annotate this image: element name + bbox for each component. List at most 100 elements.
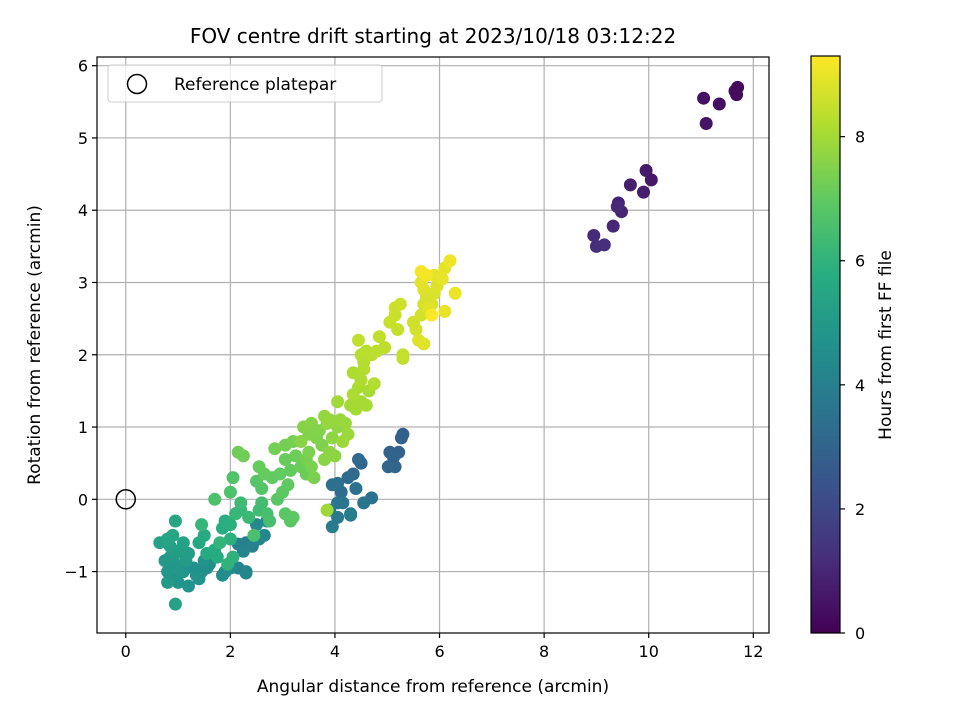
- data-point: [639, 164, 653, 177]
- data-point: [226, 471, 240, 485]
- data-point: [320, 503, 334, 517]
- data-point: [263, 514, 277, 528]
- data-point: [239, 566, 253, 580]
- data-point: [336, 435, 350, 448]
- y-tick-label: 1: [78, 418, 88, 437]
- data-point: [255, 496, 269, 510]
- data-point: [357, 496, 371, 510]
- x-tick-label: 2: [225, 642, 235, 661]
- data-point: [346, 366, 360, 380]
- data-point: [417, 337, 431, 351]
- y-axis-ticks: −1 0 1 2 3 4 5 6: [64, 57, 97, 582]
- data-point: [247, 528, 261, 542]
- colorbar: 0 2 4 6 8 Hours from first FF file: [810, 55, 896, 643]
- data-point: [210, 550, 224, 564]
- x-tick-label: 12: [743, 642, 763, 661]
- data-point: [236, 544, 250, 558]
- reference-point: [115, 489, 137, 510]
- x-axis-label: Angular distance from reference (arcmin): [257, 677, 609, 697]
- plot-frame: [96, 56, 770, 634]
- data-point: [289, 449, 303, 463]
- data-point: [223, 485, 237, 499]
- data-point: [730, 88, 744, 102]
- data-point: [192, 572, 206, 586]
- data-point: [257, 528, 271, 542]
- data-point: [161, 575, 175, 589]
- data-point: [236, 449, 250, 463]
- data-point: [223, 518, 237, 532]
- data-point: [325, 478, 339, 492]
- data-points: [153, 80, 745, 611]
- data-point: [304, 460, 318, 474]
- colorbar-tick-label: 2: [855, 500, 865, 519]
- y-tick-label: −1: [64, 563, 88, 582]
- data-point: [325, 431, 339, 445]
- data-point: [331, 395, 345, 409]
- colorbar-tick-label: 6: [855, 252, 865, 271]
- data-point: [697, 91, 711, 105]
- data-point: [352, 453, 365, 466]
- data-point: [443, 254, 457, 268]
- data-point: [414, 265, 428, 279]
- data-point: [323, 413, 337, 427]
- data-point: [216, 568, 229, 582]
- data-point: [438, 304, 452, 318]
- data-point: [286, 510, 300, 524]
- y-tick-label: 2: [78, 346, 88, 365]
- data-point: [307, 471, 321, 485]
- data-point: [195, 518, 209, 532]
- data-point: [197, 528, 211, 542]
- data-point: [448, 286, 462, 300]
- data-point: [610, 200, 624, 214]
- data-point: [213, 536, 227, 550]
- data-point: [168, 514, 182, 528]
- data-point: [435, 272, 449, 286]
- y-tick-label: 6: [78, 57, 88, 76]
- data-point: [381, 460, 395, 474]
- data-point: [623, 178, 637, 192]
- data-point: [268, 442, 282, 456]
- x-tick-label: 10: [639, 642, 659, 661]
- data-point: [699, 117, 713, 130]
- colorbar-tick-label: 0: [855, 624, 865, 643]
- data-point: [284, 463, 297, 477]
- legend: Reference platepar: [107, 64, 383, 103]
- data-point: [394, 431, 408, 445]
- data-point: [378, 341, 392, 354]
- data-point: [168, 597, 182, 611]
- data-point: [176, 536, 190, 550]
- data-point: [637, 185, 650, 199]
- chart-title: FOV centre drift starting at 2023/10/18 …: [190, 24, 676, 48]
- data-point: [359, 398, 373, 412]
- data-point: [304, 416, 318, 430]
- y-tick-label: 3: [78, 273, 88, 292]
- colorbar-tick-label: 4: [855, 376, 865, 395]
- data-point: [166, 528, 180, 542]
- data-point: [393, 297, 407, 311]
- x-tick-label: 8: [539, 642, 549, 661]
- data-point: [161, 565, 175, 579]
- y-tick-label: 5: [78, 129, 88, 148]
- data-point: [341, 471, 355, 485]
- y-tick-label: 0: [78, 490, 88, 509]
- data-point: [252, 460, 266, 474]
- data-point: [606, 219, 620, 233]
- data-point: [281, 478, 295, 492]
- data-point: [396, 351, 410, 365]
- colorbar-ticks: 0 2 4 6 8: [840, 128, 865, 643]
- data-point: [221, 557, 235, 571]
- data-point: [242, 510, 256, 524]
- legend-box: [107, 64, 383, 103]
- data-point: [294, 435, 308, 448]
- colorbar-label: Hours from first FF file: [876, 250, 896, 440]
- data-point: [234, 496, 248, 510]
- legend-marker: [126, 73, 148, 95]
- legend-label: Reference platepar: [174, 75, 336, 95]
- x-tick-label: 0: [121, 642, 131, 661]
- data-point: [587, 229, 601, 242]
- data-point: [328, 449, 342, 463]
- colorbar-gradient: [810, 55, 841, 634]
- data-point: [597, 238, 611, 252]
- data-point: [409, 323, 423, 336]
